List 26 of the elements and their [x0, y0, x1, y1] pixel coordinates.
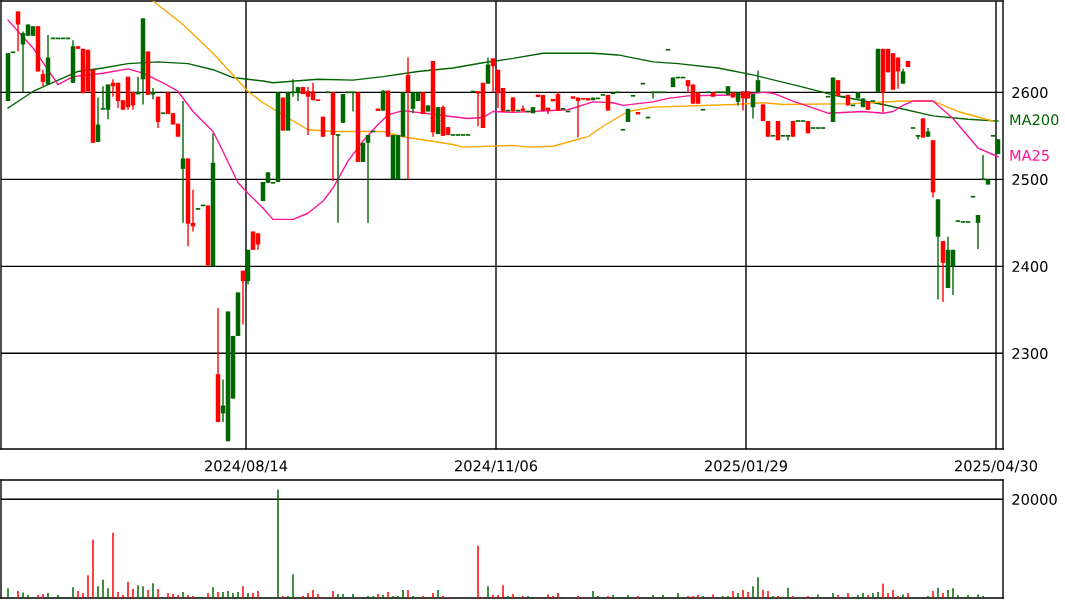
series-label: MA25 — [1010, 149, 1049, 161]
x-tick-label: 2025/04/30 — [955, 460, 1038, 473]
candlestick — [975, 214, 981, 250]
candlestick — [305, 86, 311, 136]
candlestick — [979, 154, 987, 181]
x-tick-label: 2024/08/14 — [205, 460, 288, 473]
y-tick-label: 2300 — [1012, 348, 1048, 360]
candlestick — [410, 91, 416, 114]
x-tick-label: 2024/11/06 — [455, 460, 538, 473]
candlestick — [180, 100, 186, 224]
y-tick-label: 2500 — [1012, 174, 1048, 186]
candlestick — [920, 117, 926, 139]
x-tick-label: 2025/01/29 — [705, 460, 787, 473]
candlestick — [490, 57, 496, 94]
line-series — [7, 19, 999, 221]
series-label: MA200 — [1010, 114, 1059, 126]
candlestick — [365, 134, 371, 224]
candlestick — [740, 90, 746, 112]
y-tick-label: 20000 — [1012, 493, 1057, 505]
y-tick-label: 2600 — [1012, 87, 1048, 99]
candlestick — [99, 85, 107, 110]
candlestick — [940, 240, 946, 303]
candlestick — [334, 134, 342, 224]
line-series — [152, 1, 994, 148]
candlestick — [555, 91, 561, 112]
y-tick-label: 2400 — [1012, 261, 1048, 273]
